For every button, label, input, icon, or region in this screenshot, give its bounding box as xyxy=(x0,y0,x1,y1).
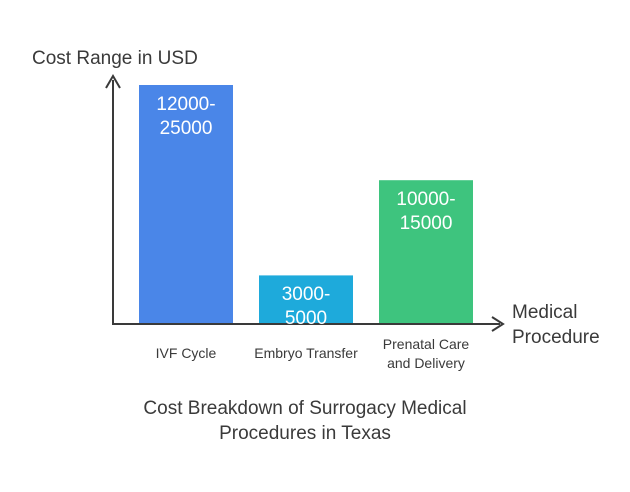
bar-value-label-2: 3000- 5000 xyxy=(281,284,331,330)
bar-1 xyxy=(139,85,233,323)
category-label-2: Embryo Transfer xyxy=(254,345,358,361)
bars-group xyxy=(139,85,473,323)
chart-title: Cost Breakdown of Surrogacy Medical Proce… xyxy=(143,398,467,444)
x-axis-label: Medical Procedure xyxy=(512,302,600,348)
y-axis-label: Cost Range in USD xyxy=(32,48,198,69)
x-axis-arrowhead xyxy=(491,316,505,332)
bar-3 xyxy=(379,180,473,323)
category-label-3: Prenatal Care and Delivery xyxy=(382,336,470,371)
bar-2 xyxy=(259,275,353,323)
y-axis-arrowhead xyxy=(105,74,121,89)
bar-value-label-3: 10000- 15000 xyxy=(396,189,456,235)
category-label-1: IVF Cycle xyxy=(155,345,217,361)
bar-value-label-1: 12000- 25000 xyxy=(156,94,216,139)
